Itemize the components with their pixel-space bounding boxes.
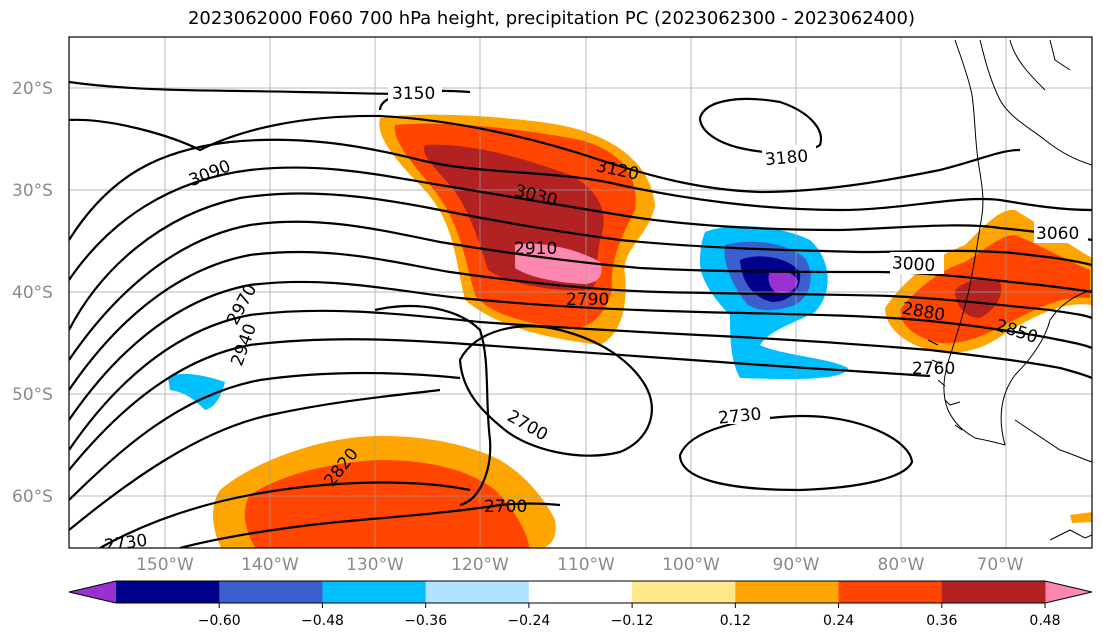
contour-label: 2700 — [484, 497, 527, 517]
lon-label: 70°W — [977, 555, 1024, 575]
lat-label: 60°S — [12, 487, 53, 507]
lon-label: 150°W — [136, 555, 194, 575]
colorbar-tick-label: 0.48 — [1029, 613, 1060, 629]
coastline-south-america — [927, 39, 1092, 541]
contour-label: 3060 — [1036, 224, 1079, 244]
colorbar: −0.60 −0.48 −0.36 −0.24 −0.12 0.12 0.24 0.36 0.4… — [68, 580, 1093, 629]
colorbar-tick-label: 0.12 — [720, 613, 751, 629]
colorbar-tick-label: −0.60 — [198, 613, 241, 629]
colorbar-tick-label: 0.24 — [823, 613, 854, 629]
colorbar-extend-left — [69, 581, 116, 603]
contour-label: 3180 — [764, 146, 809, 170]
lon-label: 90°W — [773, 555, 820, 575]
colorbar-cell — [838, 581, 943, 603]
contour-label: 2790 — [566, 290, 609, 310]
contour-label: 2910 — [514, 239, 557, 259]
lon-label: 100°W — [662, 555, 720, 575]
lat-label: 50°S — [12, 385, 53, 405]
lon-label: 110°W — [557, 555, 615, 575]
map-panel: 3150 3180 3090 3120 3030 2910 3060 3000 … — [68, 36, 1093, 557]
contour-label: 2730 — [717, 404, 762, 428]
colorbar-tick-label: −0.36 — [404, 613, 447, 629]
contour-label: 3000 — [891, 253, 936, 276]
colorbar-tick-label: −0.24 — [507, 613, 550, 629]
colorbar-cell — [322, 581, 427, 603]
lon-label: 80°W — [878, 555, 925, 575]
lon-label: 120°W — [451, 555, 509, 575]
lat-label: 20°S — [12, 79, 53, 99]
longitude-labels: 150°W 140°W 130°W 120°W 110°W 100°W 90°W… — [136, 555, 1024, 575]
colorbar-cell — [219, 581, 323, 603]
height-contours — [69, 80, 1092, 548]
contour-label: 2760 — [912, 359, 955, 379]
colorbar-cell — [116, 581, 220, 603]
contour-label: 2730 — [103, 531, 149, 557]
precip-positive-east — [885, 209, 1092, 353]
map-frame — [68, 36, 1093, 549]
colorbar-tick-label: 0.36 — [926, 613, 957, 629]
latitude-labels: 20°S 30°S 40°S 50°S 60°S — [12, 79, 53, 507]
colorbar-cell — [425, 581, 530, 603]
colorbar-cell — [528, 581, 633, 603]
colorbar-tick-label: −0.48 — [301, 613, 344, 629]
map-title: 2023062000 F060 700 hPa height, precipit… — [187, 8, 916, 29]
lat-label: 40°S — [12, 283, 53, 303]
lat-label: 30°S — [12, 181, 53, 201]
colorbar-cell — [632, 581, 736, 603]
gridlines — [69, 37, 1092, 548]
contour-label: 3150 — [392, 84, 435, 104]
lon-label: 130°W — [346, 555, 404, 575]
colorbar-cell — [941, 581, 1046, 603]
colorbar-tick-label: −0.12 — [611, 613, 654, 629]
colorbar-cell — [735, 581, 840, 603]
precip-positive-southwest — [213, 436, 1092, 548]
colorbar-extend-right — [1045, 581, 1092, 603]
lon-label: 140°W — [241, 555, 299, 575]
